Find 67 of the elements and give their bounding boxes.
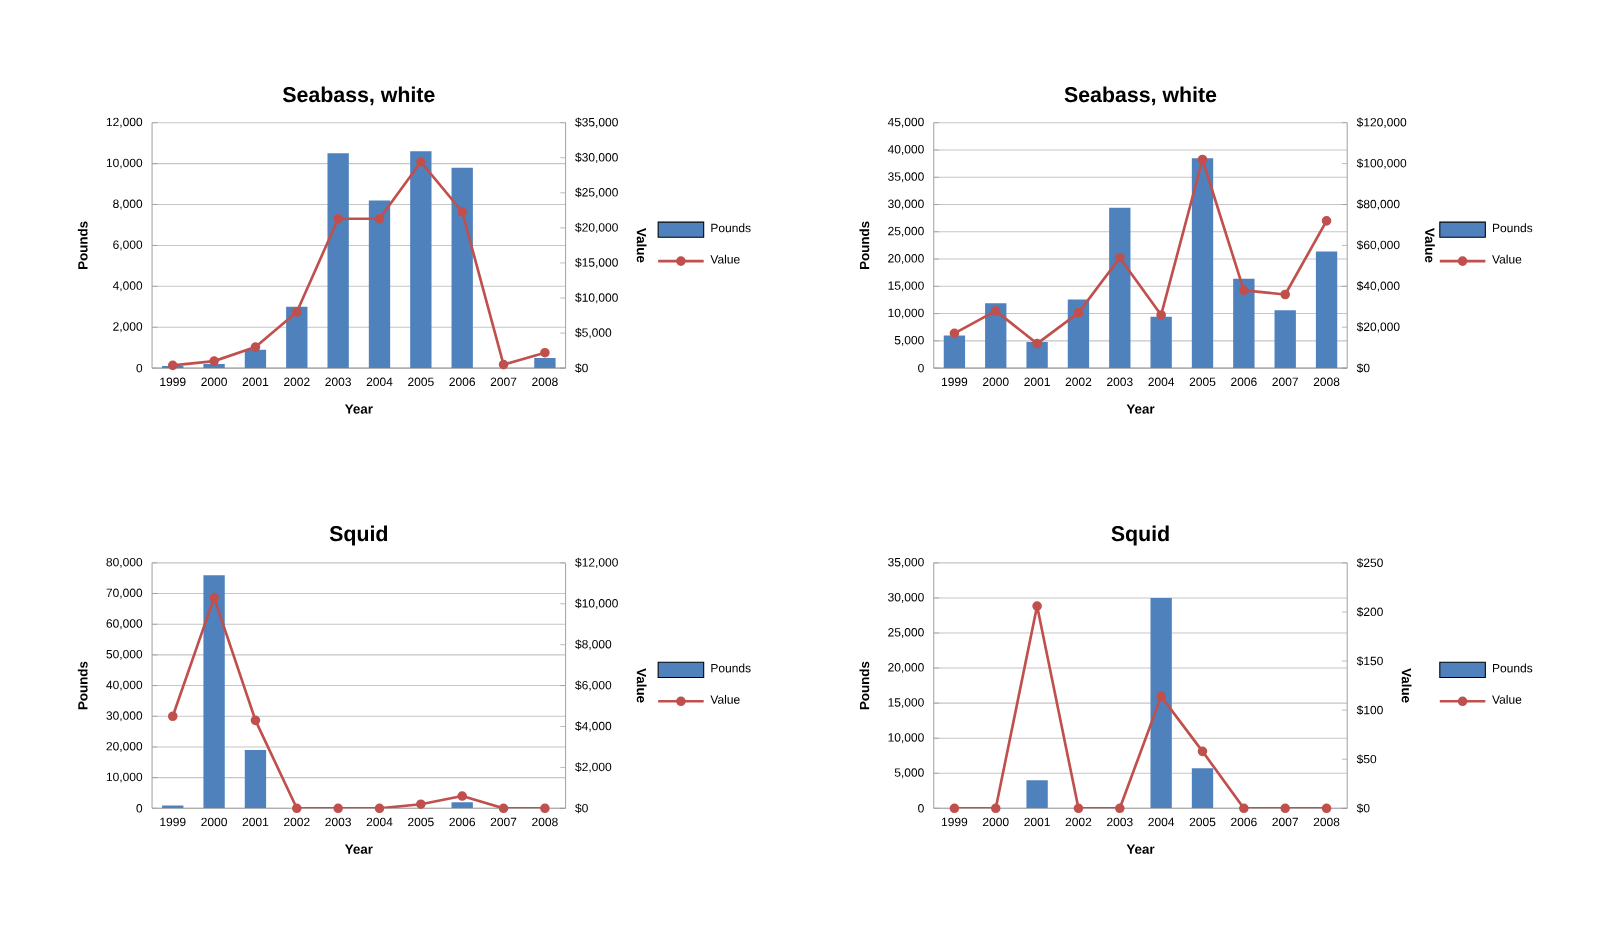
bar	[1274, 310, 1296, 369]
point	[457, 207, 468, 218]
point	[291, 307, 302, 318]
point	[333, 803, 343, 814]
bar	[1315, 251, 1338, 369]
bar	[1150, 598, 1172, 809]
bar	[1109, 208, 1131, 369]
point	[209, 593, 219, 603]
bar	[943, 335, 966, 369]
point	[1321, 216, 1332, 227]
point	[1197, 155, 1208, 165]
point	[209, 356, 219, 367]
bar	[534, 358, 556, 369]
bar	[1191, 768, 1214, 809]
point	[1156, 310, 1166, 321]
point	[1239, 803, 1249, 814]
bar	[985, 303, 1007, 369]
point	[949, 329, 960, 339]
point	[498, 803, 509, 814]
point	[333, 214, 343, 225]
point	[540, 803, 550, 814]
point	[949, 803, 960, 814]
point	[1073, 803, 1084, 814]
point	[416, 157, 426, 168]
point	[1073, 308, 1084, 319]
bar	[368, 200, 391, 369]
point	[990, 803, 1001, 814]
point	[374, 803, 385, 814]
point	[990, 306, 1001, 317]
bar	[244, 350, 267, 369]
point	[416, 799, 426, 810]
point	[291, 803, 302, 814]
bar	[244, 750, 267, 809]
point	[540, 348, 550, 358]
bar	[1150, 317, 1172, 369]
point	[167, 360, 178, 371]
bar	[1191, 158, 1214, 369]
bar	[327, 153, 349, 369]
chart-title: Squid	[329, 525, 388, 546]
bar	[1233, 279, 1255, 369]
point	[1280, 803, 1291, 814]
point	[1032, 339, 1042, 349]
point	[1239, 286, 1249, 296]
bar	[1067, 299, 1090, 369]
point	[250, 716, 261, 726]
bar	[1026, 780, 1048, 809]
point	[250, 342, 261, 353]
bar	[203, 575, 225, 809]
bar	[451, 802, 473, 809]
chart-title: Squid	[1111, 526, 1169, 546]
point	[374, 214, 385, 225]
bar	[1026, 342, 1048, 369]
point	[498, 360, 509, 370]
point	[1321, 803, 1332, 814]
chart-title: Seabass, white	[282, 86, 435, 106]
point	[1114, 253, 1125, 263]
chart-title: Seabass, white	[1064, 86, 1217, 106]
point	[1197, 747, 1208, 757]
point	[1032, 601, 1042, 612]
point	[1280, 290, 1291, 300]
point	[1156, 692, 1166, 702]
bar	[451, 168, 473, 369]
bar	[286, 307, 308, 369]
point	[1114, 803, 1125, 814]
point	[167, 711, 178, 722]
bar	[410, 151, 432, 369]
point	[457, 791, 468, 802]
